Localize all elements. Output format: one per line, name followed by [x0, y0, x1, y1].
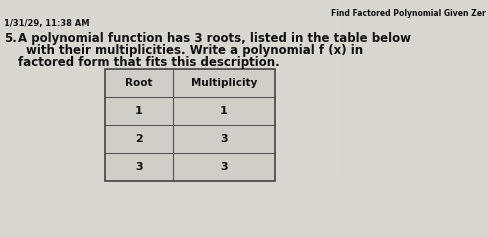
Text: 5.: 5.	[4, 32, 17, 45]
Bar	[0, 0, 340, 177]
Text: Root: Root	[125, 78, 153, 88]
Text: 1: 1	[220, 106, 228, 116]
Text: with their multiplicities. Write a polynomial f (x) in: with their multiplicities. Write a polyn…	[26, 44, 363, 57]
Text: 1: 1	[135, 106, 143, 116]
Text: 3: 3	[220, 134, 228, 144]
Text: 3: 3	[220, 162, 228, 172]
Text: A polynomial function has 3 roots, listed in the table below: A polynomial function has 3 roots, liste…	[18, 32, 411, 45]
Text: factored form that fits this description.: factored form that fits this description…	[18, 56, 280, 69]
Text: 3: 3	[135, 162, 143, 172]
Text: 1/31/29, 11:38 AM: 1/31/29, 11:38 AM	[4, 19, 89, 28]
Text: 2: 2	[135, 134, 143, 144]
Text: Find Factored Polynomial Given Zer: Find Factored Polynomial Given Zer	[331, 9, 486, 18]
Text: Multiplicity: Multiplicity	[191, 78, 257, 88]
Bar	[105, 69, 275, 181]
